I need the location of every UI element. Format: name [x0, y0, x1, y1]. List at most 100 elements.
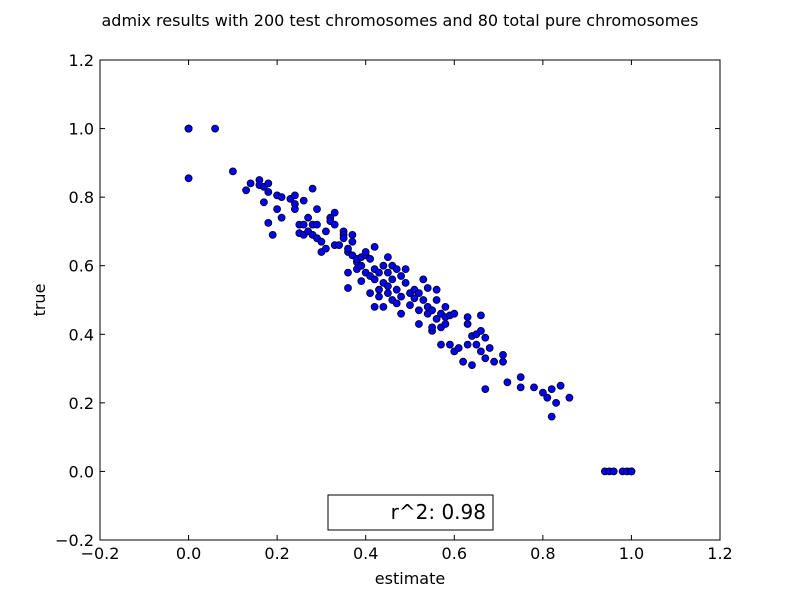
x-tick-label: 0.6 — [442, 544, 467, 563]
data-point — [481, 333, 490, 342]
data-point — [472, 340, 481, 349]
data-point — [321, 227, 330, 236]
data-point — [304, 213, 313, 222]
data-point — [383, 268, 392, 277]
y-tick-label: 0.2 — [69, 394, 94, 413]
data-point — [432, 314, 441, 323]
data-point — [423, 284, 432, 292]
data-point — [273, 205, 282, 214]
data-point — [277, 213, 286, 222]
data-point — [516, 373, 525, 382]
data-point — [481, 385, 490, 394]
x-tick-label: 0.2 — [264, 544, 289, 563]
data-point — [463, 320, 472, 328]
data-point — [468, 361, 476, 370]
data-point — [317, 237, 326, 246]
data-point — [313, 205, 321, 214]
data-point — [437, 340, 445, 349]
data-point — [348, 237, 357, 246]
annotation-frame — [327, 494, 494, 531]
data-point — [565, 393, 574, 402]
data-point — [450, 309, 459, 318]
data-point — [264, 188, 273, 196]
annotation-box: r^2: 0.98 — [327, 494, 494, 531]
data-point — [268, 230, 277, 239]
data-point — [383, 253, 392, 262]
data-point — [375, 285, 383, 294]
data-point — [290, 205, 299, 214]
data-point — [344, 244, 352, 253]
data-point — [184, 124, 193, 133]
points-layer — [184, 124, 636, 476]
r-squared-annotation: r^2: 0.98 — [391, 500, 486, 524]
y-tick-label: 0.8 — [69, 188, 94, 207]
data-point — [481, 354, 490, 363]
data-point — [539, 388, 547, 397]
data-point — [321, 244, 330, 253]
x-axis-label: estimate — [375, 569, 445, 588]
data-point — [499, 357, 507, 366]
data-point — [370, 302, 379, 311]
data-point — [370, 242, 379, 251]
data-point — [313, 220, 321, 229]
data-point — [503, 378, 512, 387]
data-point — [414, 289, 423, 298]
data-point — [379, 261, 388, 270]
data-point — [259, 198, 268, 207]
data-point — [308, 184, 317, 193]
data-point — [516, 383, 525, 392]
y-tick-label: 0.4 — [69, 325, 94, 344]
data-point — [547, 412, 556, 421]
data-point — [392, 265, 401, 274]
x-tick-label: −0.2 — [81, 544, 120, 563]
data-point — [419, 296, 428, 304]
data-point — [264, 218, 273, 227]
y-tick-label: 1.2 — [69, 51, 94, 70]
data-point — [330, 208, 339, 217]
data-point — [499, 350, 507, 359]
data-point — [490, 357, 499, 366]
data-point — [397, 292, 406, 301]
data-point — [366, 254, 375, 263]
data-point — [401, 265, 410, 274]
data-point — [290, 191, 299, 200]
x-tick-label: 0.0 — [176, 544, 201, 563]
data-point — [277, 193, 286, 202]
data-point — [397, 272, 406, 280]
data-point — [627, 467, 636, 476]
data-point — [459, 357, 468, 366]
data-point — [547, 385, 556, 394]
data-point — [428, 306, 437, 315]
data-point — [392, 299, 401, 308]
data-point — [211, 124, 220, 133]
data-point — [463, 340, 472, 349]
data-point — [543, 393, 552, 402]
data-point — [344, 268, 352, 277]
data-point — [357, 277, 366, 286]
x-tick-label: 1.2 — [707, 544, 732, 563]
data-point — [383, 282, 392, 291]
data-point — [410, 294, 419, 303]
data-point — [335, 241, 344, 250]
data-point — [366, 289, 375, 298]
data-point — [556, 381, 565, 390]
x-tick-label: 0.8 — [530, 544, 555, 563]
data-point — [476, 326, 485, 335]
data-point — [454, 344, 463, 352]
data-point — [375, 292, 383, 301]
data-point — [476, 311, 485, 320]
x-tick-label: 0.4 — [353, 544, 378, 563]
y-axis-label: true — [30, 284, 49, 317]
y-tick-label: 1.0 — [69, 120, 94, 139]
ticks-layer: −0.2 0.0 0.2 0.4 0.6 0.8 1.0 1.2 −0.2 0.0 0.2 0.4 0.… — [55, 51, 733, 563]
data-point — [414, 306, 423, 315]
data-point — [348, 230, 357, 239]
data-point — [242, 186, 251, 195]
data-point — [370, 275, 379, 284]
data-point — [401, 278, 410, 287]
data-point — [406, 301, 414, 310]
data-point — [463, 313, 472, 322]
data-point — [299, 196, 308, 205]
data-point — [361, 248, 370, 256]
